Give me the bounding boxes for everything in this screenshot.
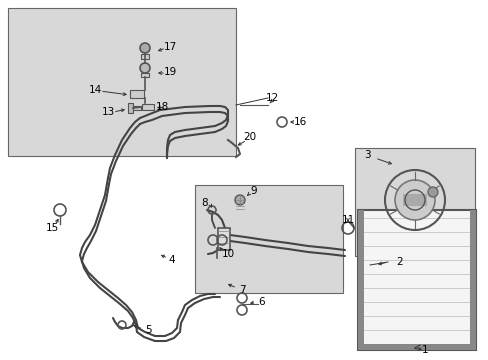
Bar [218,228,229,250]
Text: 7: 7 [238,285,245,295]
Text: 18: 18 [155,102,168,112]
Bar [357,344,475,350]
Circle shape [427,187,437,197]
Text: 9: 9 [250,186,257,196]
Text: 13: 13 [101,107,114,117]
Bar [142,104,154,110]
Bar [141,54,149,59]
Text: 2: 2 [396,257,403,267]
Text: 11: 11 [341,215,354,225]
Bar [354,148,474,256]
Text: 12: 12 [265,93,278,103]
Circle shape [140,43,150,53]
Bar [402,194,426,206]
Text: 14: 14 [88,85,102,95]
Text: 1: 1 [421,345,427,355]
Text: 4: 4 [168,255,175,265]
Bar [357,210,475,350]
Text: 16: 16 [293,117,306,127]
Text: 5: 5 [144,325,151,335]
Circle shape [394,180,434,220]
Text: 15: 15 [45,223,59,233]
Bar [357,210,363,350]
Text: 20: 20 [243,132,256,142]
Bar [130,90,143,98]
Bar [128,103,133,113]
Bar [195,185,342,293]
Circle shape [235,195,244,205]
Text: 8: 8 [201,198,208,208]
Bar [133,106,141,110]
Text: 19: 19 [163,67,176,77]
Text: 17: 17 [163,42,176,52]
Bar [8,8,236,156]
Text: 10: 10 [221,249,234,259]
Text: 6: 6 [258,297,265,307]
Bar [469,210,475,350]
Circle shape [140,63,150,73]
Bar [141,73,149,77]
Text: 3: 3 [363,150,369,160]
